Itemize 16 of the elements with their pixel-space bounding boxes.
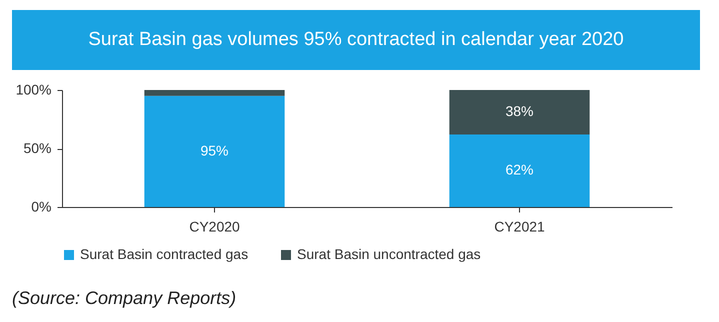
data-label: 38%: [505, 103, 534, 120]
y-tick-label: 100%: [16, 82, 52, 98]
bar: [144, 96, 285, 207]
x-tick-label: CY2020: [189, 218, 240, 234]
bar: [449, 90, 590, 134]
text: (Source: Company Reports): [12, 288, 236, 309]
chart-title: Surat Basin gas volumes 95% contracted in calendar year 2020: [12, 10, 700, 70]
y-tick-label: 50%: [23, 140, 52, 156]
x-tick-label: CY2021: [494, 218, 546, 234]
legend-label: Surat Basin uncontracted gas: [297, 246, 481, 262]
y-tick-label: 0%: [31, 198, 52, 214]
data-label: 95%: [200, 142, 229, 158]
bar: [449, 134, 590, 207]
data-label: 62%: [505, 162, 534, 178]
legend-label: Surat Basin contracted gas: [80, 246, 248, 262]
bar: [144, 90, 285, 96]
